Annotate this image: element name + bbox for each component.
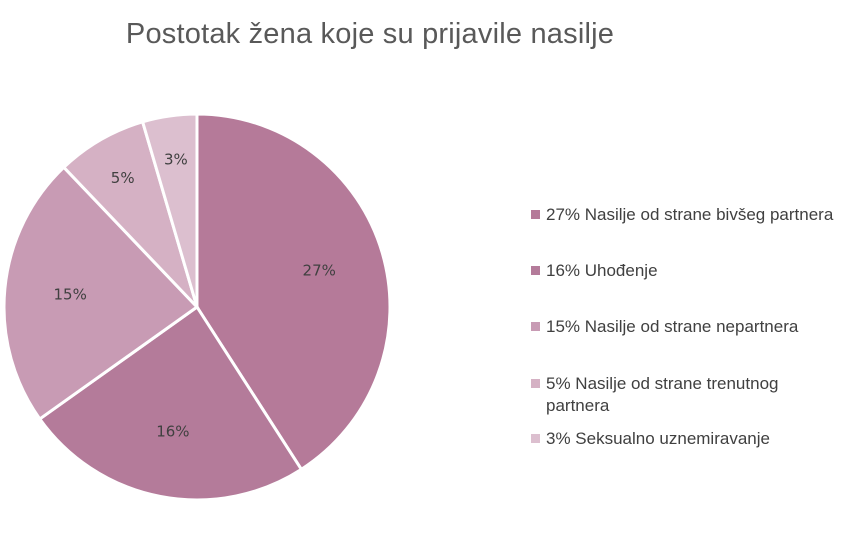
legend-label-5: 3% Seksualno uznemiravanje — [546, 429, 770, 448]
legend-swatch-5 — [531, 434, 540, 443]
pie-slice-uhodenje — [37, 304, 304, 502]
data-label-trenutnog-partnera: 5% — [111, 169, 135, 187]
legend-swatch-3 — [531, 322, 540, 331]
pie-slice-seksualno-uznemiravanje — [140, 112, 199, 308]
legend-swatch-4 — [531, 379, 540, 388]
legend-label-2: 16% Uhođenje — [546, 261, 658, 280]
legend-item-1: 27% Nasilje od strane bivšeg partnera — [531, 204, 856, 226]
data-label-nepartnera: 15% — [54, 285, 87, 303]
legend-item-3: 15% Nasilje od strane nepartnera — [531, 316, 856, 338]
legend-label-1: 27% Nasilje od strane bivšeg partnera — [546, 205, 834, 224]
pie-slice-nepartnera — [2, 165, 200, 422]
legend-item-2: 16% Uhođenje — [531, 260, 856, 282]
chart-legend: 27% Nasilje od strane bivšeg partnera 16… — [531, 0, 856, 554]
data-label-uhodenje: 16% — [156, 423, 189, 441]
legend-item-4: 5% Nasilje od strane trenutnog partnera — [531, 373, 856, 417]
legend-swatch-1 — [531, 210, 540, 219]
legend-item-5: 3% Seksualno uznemiravanje — [531, 428, 856, 450]
legend-label-4: 5% Nasilje od strane trenutnog partnera — [546, 374, 779, 415]
legend-swatch-2 — [531, 266, 540, 275]
data-label-seksualno-uznemiravanje: 3% — [164, 150, 188, 168]
data-label-bivseg-partnera: 27% — [303, 262, 336, 280]
legend-label-3: 15% Nasilje od strane nepartnera — [546, 317, 799, 336]
chart-title: Postotak žena koje su prijavile nasilje — [125, 18, 615, 50]
